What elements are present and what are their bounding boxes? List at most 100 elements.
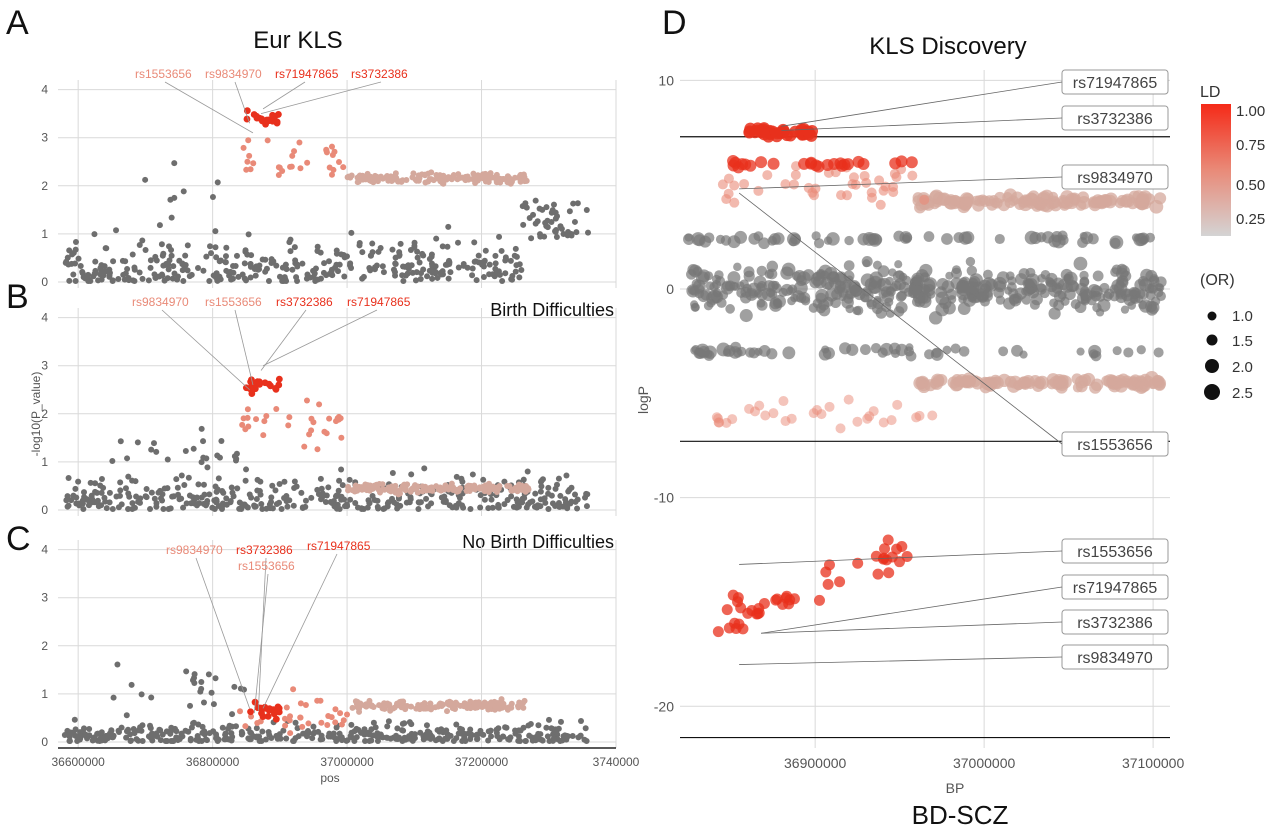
panel-d-title: KLS Discovery (869, 33, 1026, 60)
panel-a-point-grey (530, 211, 537, 218)
panel-a-point-grey (359, 249, 366, 256)
panel-d-point-ld-mid-upper (891, 172, 902, 183)
panel-c-point-ld-low (521, 697, 528, 704)
panel-a-point-ld-mid (328, 171, 335, 178)
panel-b-point-grey (200, 481, 207, 488)
panel-b-point-grey (242, 477, 249, 484)
panel-c-point-ld-mid (236, 708, 243, 715)
panel-c-point-ld-high (261, 704, 269, 712)
panel-a-point-grey (200, 267, 207, 274)
panel-d-point-grey (839, 342, 852, 355)
panel-a-point-ld-mid (336, 159, 343, 166)
panel-c-point-grey (361, 726, 368, 733)
panel-c-point-grey (167, 730, 174, 737)
panel-b-point-grey (283, 498, 290, 505)
panel-d-point-grey (936, 277, 949, 291)
panel-c-point-grey (557, 718, 564, 725)
panel-b-point-grey (332, 493, 339, 500)
panel-a-point-grey (101, 263, 108, 270)
panel-b-point-ld-mid (286, 414, 293, 421)
panel-b-point-grey (582, 494, 589, 501)
panel-d-snp-leader-0 (781, 81, 1063, 127)
panel-d-point-ld-low-upper (937, 193, 950, 207)
panel-d-point-ld-low-lower (935, 373, 948, 386)
panel-b-point-grey (520, 476, 527, 483)
panel-c-point-grey (507, 734, 514, 741)
panel-c-point-ld-mid (324, 722, 331, 729)
panel-c-point-grey (187, 735, 194, 742)
panel-b-point-grey (202, 502, 209, 509)
panel-c-point-grey (229, 723, 236, 730)
panel-d-point-ld-low-lower (984, 379, 996, 391)
panel-a-point-grey (233, 252, 240, 259)
panel-b-point-grey (537, 496, 544, 503)
panel-b-point-grey (113, 493, 120, 500)
panel-b-point-grey (440, 498, 447, 505)
panel-c-point-grey (172, 725, 179, 732)
panel-a-point-grey (245, 231, 252, 238)
legend-ld-tick-2: 0.75 (1236, 137, 1265, 154)
panel-c-point-grey (538, 737, 545, 744)
panel-d-point-ld-low-upper (991, 197, 1003, 209)
panel-b-point-grey (343, 501, 350, 508)
panel-d-point-grey (1011, 344, 1024, 357)
panel-a-point-grey (281, 274, 288, 281)
panel-a-point-grey (416, 259, 423, 266)
panel-d-point-grey (745, 288, 758, 301)
panel-c-point-grey (148, 694, 155, 701)
panel-c-point-grey (465, 730, 472, 737)
panel-a-point-grey (91, 231, 98, 238)
panel-d-point-grey (1136, 345, 1146, 355)
panel-c-point-grey (123, 712, 130, 719)
panel-c-point-grey (420, 736, 427, 743)
panel-a-point-grey (92, 258, 99, 265)
panel-d-point-ld-mid-lower (892, 399, 903, 410)
panel-b-point-grey (563, 472, 570, 479)
panel-b-point-grey (63, 497, 70, 504)
panel-a-point-grey (455, 239, 462, 246)
panel-b-snp-leader-rs71947865 (262, 309, 378, 367)
panel-c-point-ld-low (391, 704, 398, 711)
panel-c-point-ld-low (508, 704, 515, 711)
panel-a-point-grey (75, 255, 82, 262)
panel-a-point-grey (242, 248, 249, 255)
panel-a-point-grey (420, 252, 427, 259)
panel-d-point-grey (941, 233, 953, 245)
panel-b-point-grey (185, 474, 192, 481)
panel-b-point-grey (341, 496, 348, 503)
panel-a-point-grey (165, 261, 172, 268)
panel-d-point-grey (808, 303, 819, 313)
panel-c-point-grey (423, 722, 430, 729)
panel-letter-a: A (6, 4, 29, 42)
panel-b-point-grey (117, 487, 124, 494)
panel-a-point-grey (371, 265, 378, 272)
panel-b-snp-label-rs71947865: rs71947865 (347, 295, 411, 309)
panel-d-snp-label-rs71947865: rs71947865 (1073, 75, 1158, 92)
panel-b-point-grey (525, 501, 532, 508)
panel-b-point-grey (103, 505, 110, 512)
panel-d-point-grey (772, 232, 785, 245)
panel-c-point-grey (202, 736, 209, 743)
panel-d-point-grey (1057, 230, 1068, 241)
panel-b-point-grey (92, 480, 99, 487)
panel-c-point-grey (368, 737, 375, 744)
panel-b-point-grey (223, 495, 230, 502)
panel-a-point-grey (528, 235, 535, 242)
panel-b-point-grey (322, 499, 329, 506)
panel-a-point-ld-low (487, 170, 494, 177)
legend-or-title: (OR) (1200, 272, 1235, 289)
panel-b-point-grey (238, 506, 245, 513)
panel-c-point-grey (72, 732, 79, 739)
panel-c-point-grey (368, 726, 375, 733)
panel-a-point-grey (147, 264, 154, 271)
panel-a-point-grey (496, 233, 503, 240)
panel-d-snp-label-rs1553656: rs1553656 (1077, 544, 1153, 561)
left-xtick-1: 36800000 (186, 755, 240, 769)
panel-d-point-grey (711, 279, 722, 290)
panel-c-point-ld-low (368, 702, 375, 709)
panel-d-point-grey (1095, 308, 1105, 317)
panel-a-point-grey (136, 241, 143, 248)
panel-b-point-grey (98, 476, 105, 483)
panel-d-point-grey (724, 280, 736, 292)
panel-a-point-grey (184, 267, 191, 274)
